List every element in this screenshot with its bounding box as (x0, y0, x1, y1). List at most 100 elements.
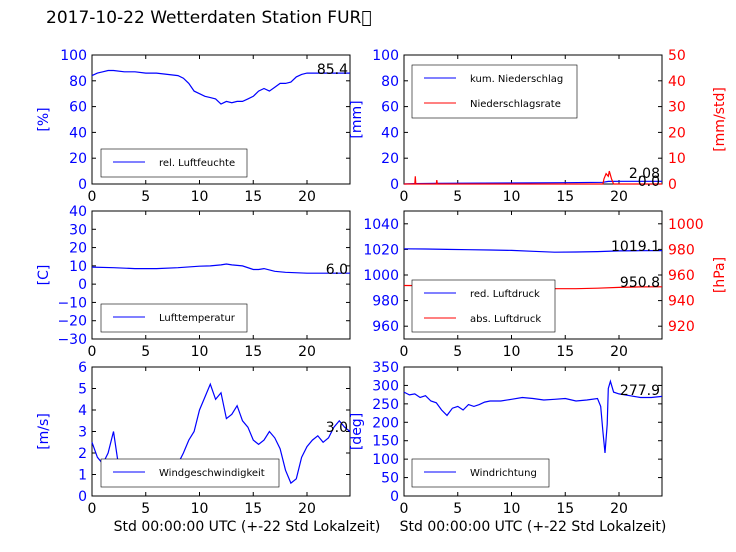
y-tick-label-precip: 80 (381, 74, 399, 90)
x-tick-label-pressure: 20 (610, 344, 628, 360)
y-tick-label-winddir: 350 (372, 360, 399, 376)
y-tick-label-temperature: −20 (57, 314, 87, 330)
y-tick-label-winddir: 200 (372, 415, 399, 431)
y-tick-label-pressure: 1000 (363, 268, 399, 284)
series-line-pressure-0 (403, 248, 663, 253)
y-axis-label-temperature: [C] (36, 265, 52, 286)
legend-box-winddir (411, 458, 550, 488)
legend-box-precip (411, 64, 578, 119)
y2-tick-label-precip: 40 (668, 74, 686, 90)
x-tick-label-winddir: 15 (556, 501, 574, 517)
legend-label-winddir: Windrichtung (470, 468, 537, 479)
y-tick-label-precip: 0 (390, 177, 399, 193)
y-tick-label-temperature: 10 (69, 259, 87, 275)
y-tick-label-winddir: 0 (390, 489, 399, 505)
x-tick-label-precip: 10 (503, 189, 521, 205)
y-tick-label-windspeed: 4 (78, 403, 87, 419)
x-tick-label-temperature: 10 (191, 344, 209, 360)
x-tick-label-pressure: 10 (503, 344, 521, 360)
y-tick-label-winddir: 250 (372, 397, 399, 413)
y-axis-label-precip: [mm] (349, 100, 365, 138)
current-value2-pressure: 950.8 (620, 275, 660, 291)
y-tick-label-humidity: 40 (69, 125, 87, 141)
y2-axis-label-precip: [mm/std] (712, 87, 728, 152)
x-tick-label-winddir: 10 (503, 501, 521, 517)
legend-label-pressure: abs. Luftdruck (470, 314, 541, 325)
y-tick-label-humidity: 80 (69, 74, 87, 90)
x-tick-label-windspeed: 15 (244, 501, 262, 517)
y-tick-label-windspeed: 0 (78, 489, 87, 505)
y2-tick-label-pressure: 960 (668, 268, 695, 284)
y-tick-label-windspeed: 5 (78, 382, 87, 398)
legend-label-pressure: red. Luftdruck (470, 289, 540, 300)
y-tick-label-humidity: 100 (60, 48, 87, 64)
x-axis-label-right: Std 00:00:00 UTC (+-22 Std Lokalzeit) (400, 519, 667, 535)
y-tick-label-humidity: 0 (78, 177, 87, 193)
current-value2-precip: 0.0 (638, 174, 660, 190)
y-axis-label-windspeed: [m/s] (36, 413, 52, 450)
current-value-windspeed: 3.0 (326, 420, 348, 436)
plot-frame-humidity (91, 54, 351, 185)
y-tick-label-humidity: 20 (69, 151, 87, 167)
x-tick-label-pressure: 5 (453, 344, 462, 360)
y-tick-label-pressure: 1040 (363, 217, 399, 233)
page-title: 2017-10-22 Wetterdaten Station FUR  (46, 8, 372, 28)
legend-label-precip: kum. Niederschlag (470, 74, 563, 85)
x-tick-label-winddir: 0 (400, 501, 409, 517)
x-tick-label-precip: 5 (453, 189, 462, 205)
y2-axis-label-pressure: [hPa] (712, 257, 728, 293)
legend-box-windspeed (100, 458, 280, 488)
x-tick-label-temperature: 5 (141, 344, 150, 360)
legend-label-windspeed: Windgeschwindigkeit (159, 468, 265, 479)
y-tick-label-windspeed: 2 (78, 446, 87, 462)
current-value-pressure: 1019.1 (611, 239, 660, 255)
y2-tick-label-pressure: 940 (668, 294, 695, 310)
y2-tick-label-precip: 0 (668, 177, 677, 193)
y-tick-label-precip: 60 (381, 100, 399, 116)
y2-tick-label-precip: 10 (668, 151, 686, 167)
x-tick-label-humidity: 10 (191, 189, 209, 205)
current-value-temperature: 6.0 (326, 262, 348, 278)
x-tick-label-winddir: 5 (453, 501, 462, 517)
series-line-temperature-0 (91, 263, 350, 274)
y2-tick-label-pressure: 1000 (668, 217, 704, 233)
legend-box-pressure (411, 279, 556, 333)
current-value-precip: 2.08 (629, 166, 660, 182)
y-tick-label-temperature: 40 (69, 204, 87, 220)
y-tick-label-precip: 20 (381, 151, 399, 167)
y-tick-label-windspeed: 3 (78, 425, 87, 441)
plot-frame-temperature (91, 210, 351, 340)
y-tick-label-winddir: 300 (372, 378, 399, 394)
y2-tick-label-precip: 20 (668, 125, 686, 141)
legend-box-humidity (100, 148, 248, 178)
x-tick-label-precip: 20 (610, 189, 628, 205)
x-tick-label-windspeed: 0 (88, 501, 97, 517)
y-tick-label-pressure: 1020 (363, 242, 399, 258)
x-tick-label-windspeed: 10 (191, 501, 209, 517)
y-tick-label-temperature: −30 (57, 332, 87, 348)
series-line-precip-1 (404, 170, 662, 185)
y-axis-label-winddir: [deg] (349, 413, 365, 450)
legend-label-humidity: rel. Luftfeuchte (159, 158, 235, 169)
x-tick-label-windspeed: 5 (141, 501, 150, 517)
y-tick-label-winddir: 100 (372, 452, 399, 468)
x-tick-label-windspeed: 20 (298, 501, 316, 517)
legend-label-temperature: Lufttemperatur (159, 313, 236, 324)
x-tick-label-pressure: 0 (400, 344, 409, 360)
y-tick-label-precip: 100 (372, 48, 399, 64)
y-tick-label-windspeed: 1 (78, 468, 87, 484)
y2-tick-label-pressure: 980 (668, 242, 695, 258)
y-tick-label-temperature: 0 (78, 277, 87, 293)
y-tick-label-temperature: −10 (57, 295, 87, 311)
y-tick-label-precip: 40 (381, 125, 399, 141)
x-tick-label-humidity: 0 (88, 189, 97, 205)
y-tick-label-temperature: 30 (69, 222, 87, 238)
y2-tick-label-precip: 30 (668, 100, 686, 116)
y2-tick-label-pressure: 920 (668, 319, 695, 335)
x-tick-label-temperature: 15 (244, 344, 262, 360)
y-tick-label-pressure: 980 (372, 294, 399, 310)
y2-tick-label-precip: 50 (668, 48, 686, 64)
x-tick-label-humidity: 15 (244, 189, 262, 205)
series-line-humidity-0 (91, 69, 350, 105)
